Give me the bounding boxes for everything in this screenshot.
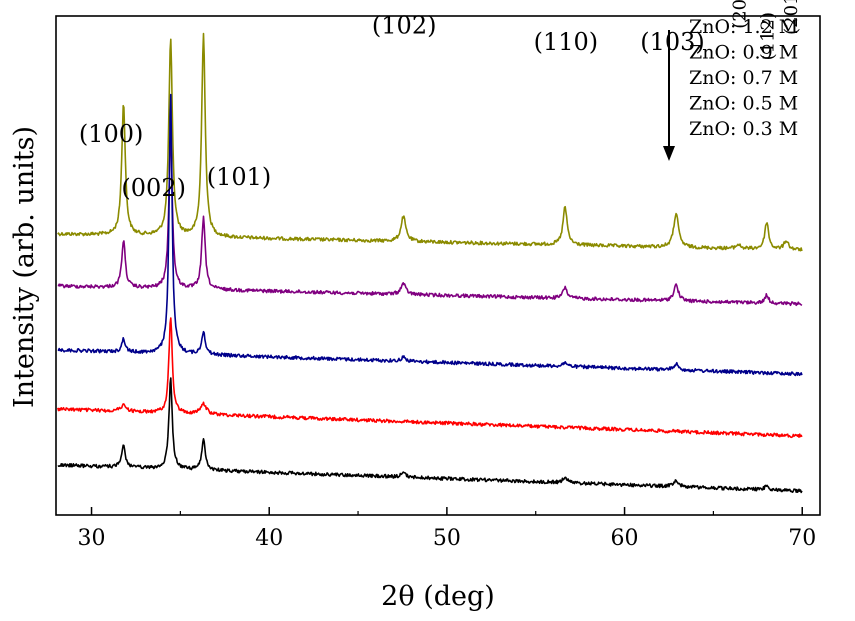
legend: ZnO: 1.2 M ZnO: 0.9 M ZnO: 0.7 M ZnO: 0.5 M… (663, 16, 798, 161)
series-line-2 (57, 133, 803, 307)
peak-label-3: (101) (207, 163, 272, 191)
x-tick-label-70: 70 (788, 526, 816, 551)
x-tick-label-40: 40 (255, 526, 283, 551)
peak-label-9: (201) (781, 0, 802, 35)
peak-annotations: (100) (002) (101) (102) (110) (103) (200) (112)… (79, 0, 802, 202)
x-tick-label-60: 60 (611, 526, 639, 551)
peak-label-5: (110) (534, 28, 599, 56)
legend-entry-1: ZnO: 1.2 M (689, 16, 798, 38)
series-line-5 (57, 377, 803, 494)
plot-frame (55, 15, 821, 516)
peak-label-1: (100) (79, 120, 144, 148)
peak-label-8: (112) (758, 12, 779, 60)
series-line-3 (57, 93, 803, 377)
x-axis-ticks: 30 40 50 60 70 (78, 507, 816, 551)
x-tick-label-30: 30 (78, 526, 106, 551)
series-line-4 (57, 317, 803, 439)
series-group (57, 32, 803, 494)
legend-entry-4: ZnO: 0.5 M (689, 93, 798, 115)
x-tick-label-50: 50 (433, 526, 461, 551)
x-axis-title: 2θ (deg) (381, 581, 495, 612)
legend-arrow-head (663, 146, 675, 161)
legend-entry-5: ZnO: 0.3 M (689, 118, 798, 140)
peak-label-6: (103) (640, 28, 705, 56)
series-line-1 (57, 32, 803, 252)
y-axis-title: Intensity (arb. units) (9, 126, 40, 408)
legend-entry-2: ZnO: 0.9 M (689, 42, 798, 64)
legend-entry-3: ZnO: 0.7 M (689, 67, 798, 89)
peak-label-4: (102) (372, 11, 437, 39)
peak-label-2: (002) (121, 174, 186, 202)
peak-label-7: (200) (729, 0, 750, 29)
